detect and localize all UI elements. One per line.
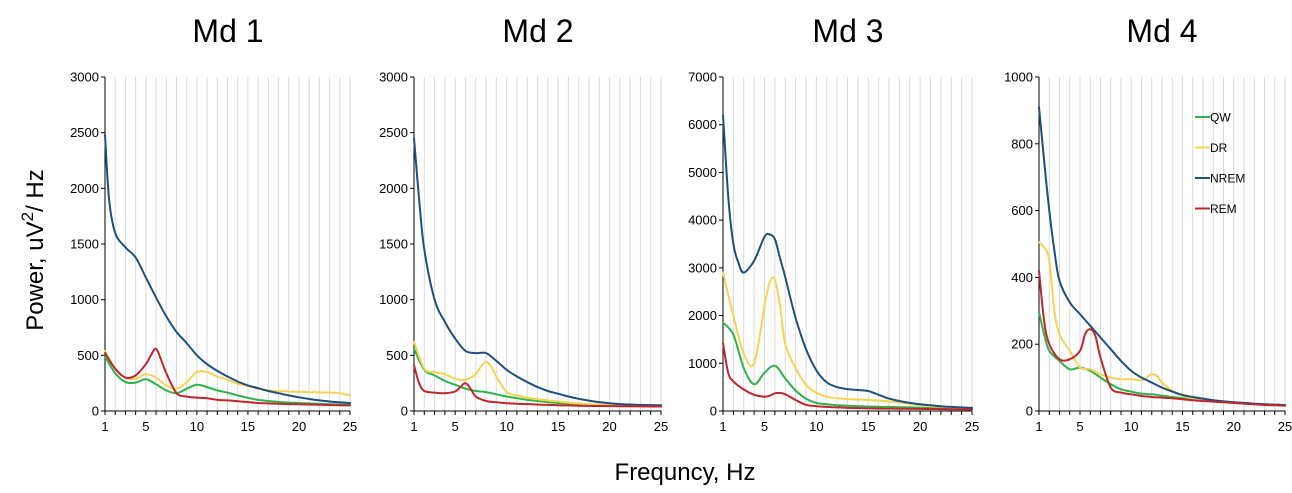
x-tick-label: 25 (343, 419, 357, 434)
legend: QW DR NREM REM (1195, 111, 1245, 216)
y-tick-label: 600 (1011, 203, 1033, 218)
x-tick-label: 1 (1035, 419, 1042, 434)
y-axis-label-unit: / Hz (22, 169, 49, 212)
y-axis-label-superscript: 2 (18, 212, 37, 221)
y-tick-label: 3000 (70, 70, 99, 85)
y-axis-label: Power, uV2/ Hz (18, 169, 49, 331)
series-line-dr (413, 341, 662, 407)
x-tick-label: 5 (452, 419, 459, 434)
chart-title: Md 2 (502, 13, 573, 49)
x-tick-label: 25 (654, 419, 668, 434)
series-line-nrem (104, 133, 351, 404)
x-tick-label: 15 (861, 419, 875, 434)
y-tick-label: 1500 (379, 237, 408, 252)
y-tick-label: 2000 (688, 308, 717, 323)
x-axis-label: Frequncy, Hz (615, 459, 756, 486)
chart-title: Md 1 (192, 13, 263, 49)
y-tick-label: 0 (92, 404, 99, 419)
legend-label-rem: REM (1210, 202, 1237, 216)
y-tick-label: 500 (386, 348, 408, 363)
x-tick-label: 20 (1227, 419, 1241, 434)
y-tick-label: 2000 (70, 181, 99, 196)
y-tick-label: 2500 (70, 125, 99, 140)
series-line-rem (104, 347, 351, 407)
y-tick-label: 1500 (70, 237, 99, 252)
series-line-rem (722, 342, 973, 411)
x-tick-label: 20 (292, 419, 306, 434)
y-tick-label: 6000 (688, 117, 717, 132)
series-line-nrem (722, 114, 973, 409)
x-tick-label: 25 (965, 419, 979, 434)
y-tick-label: 3000 (688, 260, 717, 275)
series-line-qw (722, 321, 973, 410)
y-tick-label: 1000 (688, 356, 717, 371)
x-tick-label: 15 (1175, 419, 1189, 434)
y-tick-label: 4000 (688, 213, 717, 228)
x-tick-label: 10 (190, 419, 204, 434)
y-axis-label-main: Power, uV (22, 221, 49, 330)
y-tick-label: 5000 (688, 165, 717, 180)
x-tick-label: 5 (1076, 419, 1083, 434)
x-tick-label: 20 (602, 419, 616, 434)
x-tick-label: 1 (410, 419, 417, 434)
grid-lines (423, 77, 662, 411)
x-tick-label: 1 (101, 419, 108, 434)
x-tick-label: 25 (1278, 419, 1292, 434)
x-tick-label: 5 (761, 419, 768, 434)
y-tick-label: 0 (401, 404, 408, 419)
y-tick-label: 1000 (1004, 70, 1033, 85)
x-tick-label: 10 (499, 419, 513, 434)
grid-lines (732, 77, 973, 411)
y-tick-label: 1000 (70, 292, 99, 307)
y-tick-label: 0 (1026, 404, 1033, 419)
chart-title: Md 4 (1126, 13, 1197, 49)
x-tick-label: 1 (719, 419, 726, 434)
x-tick-label: 15 (551, 419, 565, 434)
y-tick-label: 800 (1011, 136, 1033, 151)
y-tick-label: 400 (1011, 270, 1033, 285)
y-tick-label: 200 (1011, 337, 1033, 352)
y-tick-label: 3000 (379, 70, 408, 85)
x-tick-label: 20 (913, 419, 927, 434)
x-tick-label: 10 (1124, 419, 1138, 434)
series-line-nrem (413, 137, 662, 407)
series-line-rem (1038, 269, 1286, 407)
series-line-qw (104, 355, 351, 406)
grid-lines (114, 77, 351, 411)
y-tick-label: 500 (77, 348, 99, 363)
y-tick-label: 1000 (379, 292, 408, 307)
grid-lines (1048, 77, 1286, 411)
legend-label-dr: DR (1210, 141, 1228, 155)
y-tick-label: 2000 (379, 181, 408, 196)
chart-title: Md 3 (812, 13, 883, 49)
x-tick-label: 10 (809, 419, 823, 434)
y-tick-label: 2500 (379, 125, 408, 140)
series-line-dr (104, 349, 351, 397)
legend-label-nrem: NREM (1210, 172, 1245, 186)
series-line-rem (413, 364, 662, 408)
legend-label-qw: QW (1210, 111, 1231, 125)
x-tick-label: 5 (142, 419, 149, 434)
y-tick-label: 7000 (688, 70, 717, 85)
y-tick-label: 0 (710, 404, 717, 419)
x-tick-label: 15 (241, 419, 255, 434)
svg-text:Power, uV2/ Hz: Power, uV2/ Hz (18, 169, 49, 331)
